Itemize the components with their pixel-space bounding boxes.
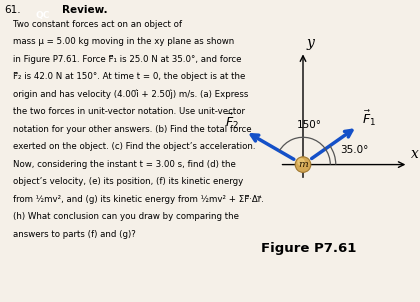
Text: 61.: 61. — [4, 5, 21, 14]
Text: m: m — [298, 160, 308, 169]
Text: 35.0°: 35.0° — [340, 145, 368, 155]
Text: the two forces in unit-vector notation. Use unit-vector: the two forces in unit-vector notation. … — [13, 107, 244, 116]
Text: Two constant forces act on an object of: Two constant forces act on an object of — [13, 20, 181, 29]
Text: notation for your other answers. (b) Find the total force: notation for your other answers. (b) Fin… — [13, 125, 251, 134]
Text: origin and has velocity (4.00î + 2.50ĵ) m/s. (a) Express: origin and has velocity (4.00î + 2.50ĵ… — [13, 90, 248, 99]
Circle shape — [298, 159, 304, 165]
Circle shape — [295, 157, 311, 172]
Text: exerted on the object. (c) Find the object’s acceleration.: exerted on the object. (c) Find the obje… — [13, 142, 255, 151]
Text: object’s velocity, (e) its position, (f) its kinetic energy: object’s velocity, (e) its position, (f)… — [13, 177, 243, 186]
Text: (h) What conclusion can you draw by comparing the: (h) What conclusion can you draw by comp… — [13, 212, 239, 221]
Text: $\vec{F}_2$: $\vec{F}_2$ — [226, 112, 239, 131]
Text: in Figure P7.61. Force F⃗₁ is 25.0 N at 35.0°, and force: in Figure P7.61. Force F⃗₁ is 25.0 N at … — [13, 55, 241, 64]
Text: y: y — [306, 36, 314, 50]
Text: answers to parts (f) and (g)?: answers to parts (f) and (g)? — [13, 230, 135, 239]
Text: Review.: Review. — [62, 5, 108, 14]
Text: Now, considering the instant t = 3.00 s, find (d) the: Now, considering the instant t = 3.00 s,… — [13, 160, 236, 169]
Text: QC: QC — [36, 11, 50, 20]
Text: $\vec{F}_1$: $\vec{F}_1$ — [362, 109, 376, 128]
Text: 150°: 150° — [297, 120, 322, 130]
Text: from ½mv², and (g) its kinetic energy from ½mv² + ΣF⃗·Δr⃗.: from ½mv², and (g) its kinetic energy fr… — [13, 195, 263, 204]
Text: x: x — [411, 147, 418, 162]
Text: F⃗₂ is 42.0 N at 150°. At time t = 0, the object is at the: F⃗₂ is 42.0 N at 150°. At time t = 0, th… — [13, 72, 245, 81]
Text: Figure P7.61: Figure P7.61 — [261, 242, 357, 255]
Text: mass μ = 5.00 kg moving in the xy plane as shown: mass μ = 5.00 kg moving in the xy plane … — [13, 37, 234, 46]
